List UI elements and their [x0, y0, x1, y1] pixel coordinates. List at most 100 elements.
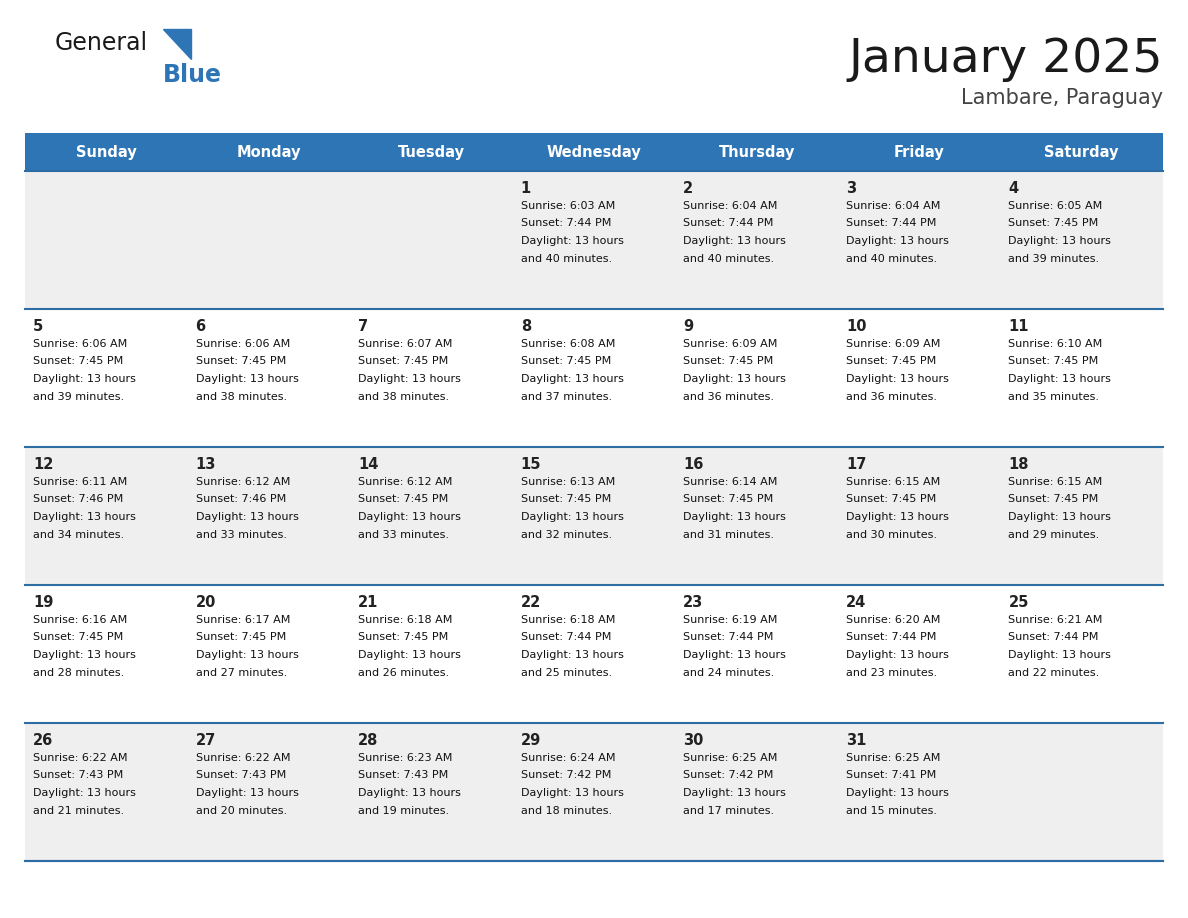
- Text: Sunrise: 6:21 AM: Sunrise: 6:21 AM: [1009, 615, 1102, 625]
- Text: 19: 19: [33, 595, 53, 610]
- Text: Sunset: 7:43 PM: Sunset: 7:43 PM: [358, 770, 448, 780]
- Text: and 28 minutes.: and 28 minutes.: [33, 667, 125, 677]
- Text: 31: 31: [846, 733, 866, 748]
- Text: Daylight: 13 hours: Daylight: 13 hours: [1009, 374, 1111, 384]
- Text: Daylight: 13 hours: Daylight: 13 hours: [846, 650, 949, 660]
- Text: and 21 minutes.: and 21 minutes.: [33, 805, 124, 815]
- Text: Thursday: Thursday: [719, 144, 795, 160]
- Text: Sunrise: 6:11 AM: Sunrise: 6:11 AM: [33, 477, 127, 487]
- Text: Daylight: 13 hours: Daylight: 13 hours: [196, 512, 298, 522]
- Text: Sunset: 7:41 PM: Sunset: 7:41 PM: [846, 770, 936, 780]
- Text: and 32 minutes.: and 32 minutes.: [520, 530, 612, 540]
- Text: Sunset: 7:45 PM: Sunset: 7:45 PM: [520, 495, 611, 505]
- Text: 11: 11: [1009, 319, 1029, 334]
- Text: 12: 12: [33, 457, 53, 472]
- Text: Saturday: Saturday: [1044, 144, 1119, 160]
- Text: Sunrise: 6:10 AM: Sunrise: 6:10 AM: [1009, 339, 1102, 349]
- Text: Daylight: 13 hours: Daylight: 13 hours: [846, 236, 949, 246]
- Text: Sunset: 7:45 PM: Sunset: 7:45 PM: [358, 356, 448, 366]
- Text: 9: 9: [683, 319, 694, 334]
- Text: and 37 minutes.: and 37 minutes.: [520, 391, 612, 401]
- Polygon shape: [163, 29, 191, 59]
- Text: and 27 minutes.: and 27 minutes.: [196, 667, 286, 677]
- Text: and 39 minutes.: and 39 minutes.: [1009, 253, 1100, 263]
- Text: and 22 minutes.: and 22 minutes.: [1009, 667, 1100, 677]
- Text: Sunrise: 6:03 AM: Sunrise: 6:03 AM: [520, 201, 615, 211]
- Text: Sunset: 7:44 PM: Sunset: 7:44 PM: [520, 218, 611, 229]
- Text: 23: 23: [683, 595, 703, 610]
- Text: Daylight: 13 hours: Daylight: 13 hours: [358, 512, 461, 522]
- Text: and 33 minutes.: and 33 minutes.: [196, 530, 286, 540]
- Text: 2: 2: [683, 181, 694, 196]
- Text: Sunset: 7:45 PM: Sunset: 7:45 PM: [358, 633, 448, 643]
- Text: and 36 minutes.: and 36 minutes.: [683, 391, 775, 401]
- Text: Sunrise: 6:04 AM: Sunrise: 6:04 AM: [683, 201, 778, 211]
- Text: 22: 22: [520, 595, 541, 610]
- Text: Daylight: 13 hours: Daylight: 13 hours: [683, 236, 786, 246]
- Text: 20: 20: [196, 595, 216, 610]
- Text: Daylight: 13 hours: Daylight: 13 hours: [846, 788, 949, 798]
- Text: and 40 minutes.: and 40 minutes.: [683, 253, 775, 263]
- Text: 14: 14: [358, 457, 379, 472]
- Text: Sunrise: 6:06 AM: Sunrise: 6:06 AM: [33, 339, 127, 349]
- Text: Sunset: 7:45 PM: Sunset: 7:45 PM: [1009, 356, 1099, 366]
- Text: and 34 minutes.: and 34 minutes.: [33, 530, 124, 540]
- Text: Sunrise: 6:04 AM: Sunrise: 6:04 AM: [846, 201, 940, 211]
- Text: and 38 minutes.: and 38 minutes.: [358, 391, 449, 401]
- Text: Daylight: 13 hours: Daylight: 13 hours: [520, 650, 624, 660]
- Text: and 26 minutes.: and 26 minutes.: [358, 667, 449, 677]
- Text: Daylight: 13 hours: Daylight: 13 hours: [358, 650, 461, 660]
- Text: Sunrise: 6:05 AM: Sunrise: 6:05 AM: [1009, 201, 1102, 211]
- Text: and 15 minutes.: and 15 minutes.: [846, 805, 937, 815]
- Text: Daylight: 13 hours: Daylight: 13 hours: [1009, 236, 1111, 246]
- Text: Sunset: 7:44 PM: Sunset: 7:44 PM: [846, 218, 936, 229]
- Text: Sunrise: 6:13 AM: Sunrise: 6:13 AM: [520, 477, 615, 487]
- Text: 1: 1: [520, 181, 531, 196]
- Text: 6: 6: [196, 319, 206, 334]
- Text: and 38 minutes.: and 38 minutes.: [196, 391, 286, 401]
- Text: Blue: Blue: [163, 63, 222, 87]
- Text: Sunset: 7:44 PM: Sunset: 7:44 PM: [1009, 633, 1099, 643]
- Bar: [25, 447, 1163, 585]
- Text: 8: 8: [520, 319, 531, 334]
- Text: Daylight: 13 hours: Daylight: 13 hours: [846, 374, 949, 384]
- Text: and 36 minutes.: and 36 minutes.: [846, 391, 937, 401]
- Text: 4: 4: [1009, 181, 1018, 196]
- Text: Sunrise: 6:07 AM: Sunrise: 6:07 AM: [358, 339, 453, 349]
- Text: Daylight: 13 hours: Daylight: 13 hours: [520, 374, 624, 384]
- Text: Daylight: 13 hours: Daylight: 13 hours: [1009, 650, 1111, 660]
- Text: 30: 30: [683, 733, 703, 748]
- Text: 21: 21: [358, 595, 379, 610]
- Text: Daylight: 13 hours: Daylight: 13 hours: [683, 512, 786, 522]
- Text: Daylight: 13 hours: Daylight: 13 hours: [33, 788, 135, 798]
- Text: Sunrise: 6:17 AM: Sunrise: 6:17 AM: [196, 615, 290, 625]
- Text: and 35 minutes.: and 35 minutes.: [1009, 391, 1099, 401]
- Text: Wednesday: Wednesday: [546, 144, 642, 160]
- Text: Sunset: 7:45 PM: Sunset: 7:45 PM: [196, 633, 286, 643]
- Text: Sunset: 7:45 PM: Sunset: 7:45 PM: [683, 356, 773, 366]
- Text: Daylight: 13 hours: Daylight: 13 hours: [683, 650, 786, 660]
- Text: Sunset: 7:45 PM: Sunset: 7:45 PM: [1009, 218, 1099, 229]
- Text: 25: 25: [1009, 595, 1029, 610]
- Text: and 19 minutes.: and 19 minutes.: [358, 805, 449, 815]
- Bar: [25, 723, 1163, 861]
- Text: Sunset: 7:44 PM: Sunset: 7:44 PM: [846, 633, 936, 643]
- Text: 27: 27: [196, 733, 216, 748]
- Text: Sunset: 7:46 PM: Sunset: 7:46 PM: [196, 495, 286, 505]
- Text: Sunrise: 6:15 AM: Sunrise: 6:15 AM: [1009, 477, 1102, 487]
- Text: Daylight: 13 hours: Daylight: 13 hours: [33, 374, 135, 384]
- Text: and 23 minutes.: and 23 minutes.: [846, 667, 937, 677]
- Text: Sunrise: 6:20 AM: Sunrise: 6:20 AM: [846, 615, 940, 625]
- Text: Lambare, Paraguay: Lambare, Paraguay: [961, 88, 1163, 108]
- Text: Sunrise: 6:22 AM: Sunrise: 6:22 AM: [196, 753, 290, 763]
- Text: General: General: [55, 31, 148, 55]
- Text: Sunrise: 6:24 AM: Sunrise: 6:24 AM: [520, 753, 615, 763]
- Text: Sunset: 7:42 PM: Sunset: 7:42 PM: [520, 770, 611, 780]
- Text: and 40 minutes.: and 40 minutes.: [520, 253, 612, 263]
- Text: Sunrise: 6:09 AM: Sunrise: 6:09 AM: [846, 339, 940, 349]
- Text: and 40 minutes.: and 40 minutes.: [846, 253, 937, 263]
- Text: Daylight: 13 hours: Daylight: 13 hours: [683, 374, 786, 384]
- Text: and 25 minutes.: and 25 minutes.: [520, 667, 612, 677]
- Text: January 2025: January 2025: [848, 38, 1163, 83]
- Text: 10: 10: [846, 319, 866, 334]
